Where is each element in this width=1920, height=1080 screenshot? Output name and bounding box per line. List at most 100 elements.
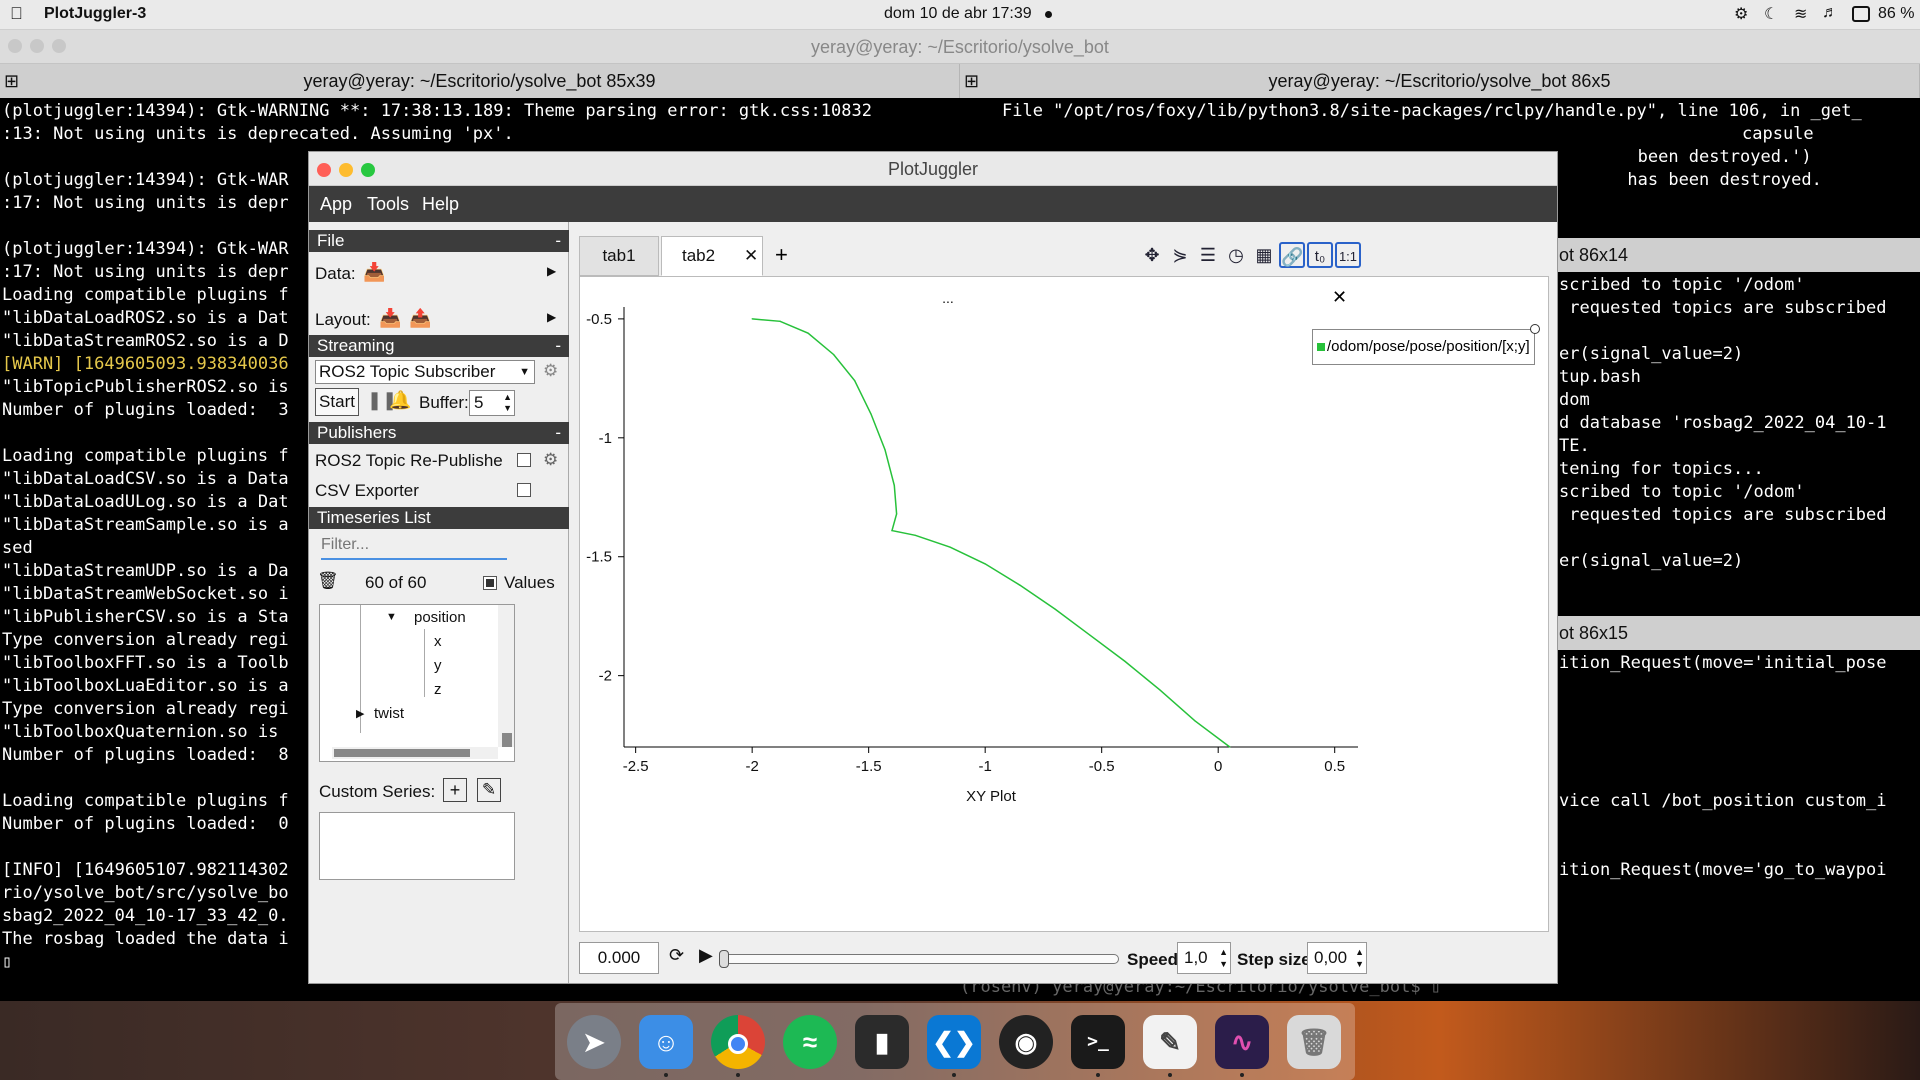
- spin-arrows-icon[interactable]: ▲ ▼: [1355, 947, 1364, 969]
- xy-plot-chart[interactable]: -2.5 -2 -1.5 -1 -0.5 0 0.5 -0.5 -1 -1.5 -2 XY Plot.…: [580, 277, 1548, 931]
- active-app-name[interactable]: PlotJuggler-3: [44, 5, 147, 22]
- window-close-button[interactable]: [317, 163, 331, 177]
- menubar-datetime[interactable]: dom 10 de abr 17:39: [884, 5, 1032, 22]
- terminal-right-top-pane[interactable]: File "/opt/ros/foxy/lib/python3.8/site-p…: [960, 98, 1920, 233]
- terminal-icon[interactable]: >_: [1071, 1015, 1125, 1069]
- load-data-icon[interactable]: 📥: [363, 262, 386, 282]
- close-plot-icon[interactable]: ✕: [1332, 287, 1348, 307]
- terminal-close-button[interactable]: [8, 39, 22, 53]
- battery-icon[interactable]: [1852, 6, 1870, 22]
- timer-icon[interactable]: ◷: [1228, 245, 1244, 265]
- save-layout-icon[interactable]: 📤: [409, 308, 432, 328]
- plot-legend[interactable]: /odom/pose/pose/position/[x;y]: [1312, 324, 1540, 365]
- spin-arrows-icon[interactable]: ▲ ▼: [1219, 947, 1228, 969]
- streaming-section-header[interactable]: Streaming -: [309, 335, 569, 357]
- axis-zoom-icon[interactable]: ⋟: [1172, 245, 1188, 265]
- list-icon[interactable]: ☰: [1199, 245, 1217, 265]
- publisher-ros2-gear-icon[interactable]: ⚙: [543, 450, 559, 469]
- terminal-tab-left[interactable]: ⊞ yeray@yeray: ~/Escritorio/ysolve_bot 8…: [0, 64, 960, 98]
- chevron-down-icon[interactable]: ▼: [386, 611, 397, 623]
- textedit-icon[interactable]: ✎: [1143, 1015, 1197, 1069]
- night-mode-icon[interactable]: ☾: [1764, 6, 1779, 23]
- close-tab-icon[interactable]: ✕: [744, 246, 759, 265]
- file-section-header[interactable]: File -: [309, 230, 569, 252]
- time-offset-icon[interactable]: t₀: [1307, 242, 1333, 268]
- tree-node-position[interactable]: position: [414, 609, 466, 626]
- tab-tab1[interactable]: tab1: [579, 236, 659, 276]
- scrollbar-thumb[interactable]: [502, 733, 512, 747]
- tree-node-twist[interactable]: twist: [374, 705, 404, 722]
- pause-icon[interactable]: ❚❚: [367, 390, 398, 410]
- launchpad-icon[interactable]: ➤: [567, 1015, 621, 1069]
- add-custom-series-button[interactable]: +: [443, 778, 467, 802]
- scrollbar-thumb[interactable]: [334, 749, 470, 757]
- publisher-ros2-checkbox[interactable]: [517, 453, 531, 467]
- plot-area[interactable]: -2.5 -2 -1.5 -1 -0.5 0 0.5 -0.5 -1 -1.5 -2 XY Plot.…: [579, 276, 1549, 932]
- notification-bell-icon[interactable]: 🔔: [389, 390, 412, 410]
- spin-arrows-icon[interactable]: ▲ ▼: [503, 392, 512, 413]
- terminal-right-low-pane[interactable]: ition_Request(move='initial_pose vice cal…: [1557, 650, 1920, 980]
- add-tab-icon[interactable]: +: [775, 242, 788, 267]
- edit-custom-series-button[interactable]: ✎: [477, 778, 501, 802]
- terminal-minimize-button[interactable]: [30, 39, 44, 53]
- data-expand-arrow-icon[interactable]: ▶: [547, 264, 557, 278]
- collapse-icon[interactable]: -: [555, 336, 561, 355]
- plotjuggler-icon[interactable]: ∿: [1215, 1015, 1269, 1069]
- tree-leaf-z[interactable]: z: [434, 681, 442, 698]
- step-size-spinbox[interactable]: 0,00 ▲ ▼: [1307, 942, 1367, 974]
- terminal-left-pane[interactable]: (plotjuggler:14394): Gtk-WARNING **: 17:…: [0, 98, 960, 1001]
- grid-icon[interactable]: ▦: [1255, 245, 1273, 265]
- github-icon[interactable]: ◉: [999, 1015, 1053, 1069]
- legend-handle-icon[interactable]: [1530, 324, 1540, 334]
- chevron-right-icon[interactable]: ▶: [356, 708, 365, 720]
- finder-icon[interactable]: ☺: [639, 1015, 693, 1069]
- spotify-icon[interactable]: ≈: [783, 1015, 837, 1069]
- publishers-section-header[interactable]: Publishers -: [309, 422, 569, 444]
- menu-tools[interactable]: Tools: [367, 194, 410, 214]
- values-checkbox[interactable]: [483, 576, 497, 590]
- terminal-zoom-button[interactable]: [52, 39, 66, 53]
- time-slider-handle[interactable]: [719, 950, 729, 968]
- speed-spinbox[interactable]: 1,0 ▲ ▼: [1177, 942, 1231, 974]
- publisher-csv-checkbox[interactable]: [517, 483, 531, 497]
- trash-icon[interactable]: 🗑: [317, 571, 339, 590]
- vscode-icon[interactable]: ❮❯: [927, 1015, 981, 1069]
- terminal-right-mid-pane[interactable]: scribed to topic '/odom' requested topic…: [1557, 272, 1920, 572]
- buffer-spinbox[interactable]: 5 ▲ ▼: [469, 390, 515, 416]
- link-icon[interactable]: 🔗: [1279, 242, 1305, 268]
- ratio-icon[interactable]: 1:1: [1335, 242, 1361, 268]
- time-slider[interactable]: [719, 954, 1119, 964]
- window-minimize-button[interactable]: [339, 163, 353, 177]
- streaming-source-select[interactable]: ROS2 Topic Subscriber ▼: [315, 360, 535, 384]
- load-layout-icon[interactable]: 📥: [379, 308, 402, 328]
- tree-leaf-x[interactable]: x: [434, 633, 442, 650]
- tab-tab2[interactable]: tab2 ✕: [661, 236, 763, 276]
- wifi-icon[interactable]: ≋: [1794, 6, 1808, 23]
- custom-series-list[interactable]: [319, 812, 515, 880]
- tree-leaf-y[interactable]: y: [434, 657, 442, 674]
- trash-icon[interactable]: 🗑: [1287, 1015, 1341, 1069]
- menu-app[interactable]: App: [320, 194, 353, 214]
- apple-icon[interactable]: : [10, 4, 23, 24]
- vertical-scrollbar[interactable]: [498, 605, 514, 747]
- volume-icon[interactable]: ♬: [1822, 4, 1838, 21]
- timeseries-filter-input[interactable]: [321, 532, 507, 560]
- time-input[interactable]: 0.000: [579, 942, 659, 974]
- window-zoom-button[interactable]: [361, 163, 375, 177]
- series-point: [751, 318, 753, 320]
- layout-expand-arrow-icon[interactable]: ▶: [547, 310, 557, 324]
- timeseries-tree[interactable]: ▼ position x y z ▶ twist: [319, 604, 515, 762]
- terminal-tab-right[interactable]: ⊞ yeray@yeray: ~/Escritorio/ysolve_bot 8…: [960, 64, 1920, 98]
- move-icon[interactable]: ✥: [1144, 245, 1160, 265]
- chrome-icon[interactable]: [711, 1015, 765, 1069]
- notes-icon[interactable]: ▮: [855, 1015, 909, 1069]
- accessibility-icon[interactable]: ⚙: [1734, 6, 1749, 23]
- streaming-settings-gear-icon[interactable]: ⚙: [543, 361, 559, 380]
- start-button[interactable]: Start: [315, 388, 359, 416]
- loop-icon[interactable]: ⟳: [669, 945, 685, 965]
- play-icon[interactable]: ▶: [699, 945, 713, 965]
- collapse-icon[interactable]: -: [555, 231, 561, 250]
- tab-tab1-label: tab1: [602, 246, 636, 265]
- menu-help[interactable]: Help: [422, 194, 460, 214]
- collapse-icon[interactable]: -: [555, 423, 561, 442]
